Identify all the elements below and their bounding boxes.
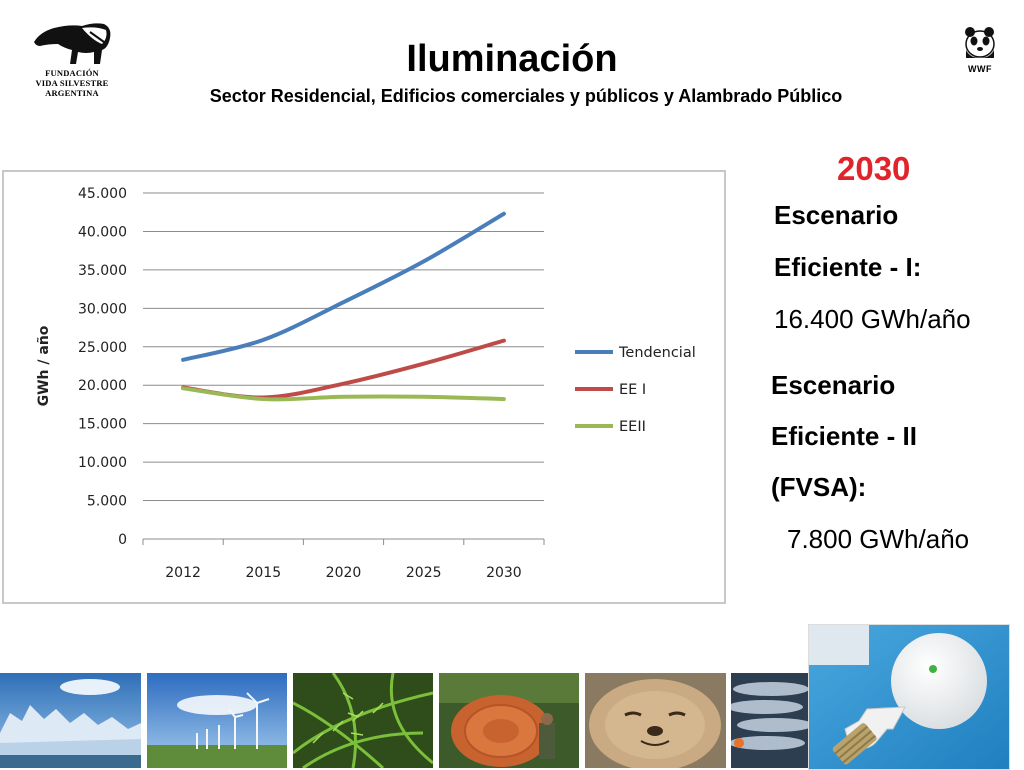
line-chart: 0 5.000 10.000 15.000 20.000 25.000 30.000 35.0… — [2, 170, 726, 604]
wwf-wordmark: WWF — [968, 64, 992, 74]
scenario2-value: 7.800 GWh/año — [787, 524, 970, 554]
glacier-photo — [0, 673, 141, 768]
scenario2-line1: Escenario — [771, 370, 896, 400]
series-line — [181, 386, 506, 402]
x-tick-label: 2020 — [326, 565, 362, 581]
page-subtitle: Sector Residencial, Edificios comerciale… — [209, 86, 843, 106]
legend-label: EEII — [619, 419, 646, 435]
x-tick-label: 2012 — [165, 565, 201, 581]
page-title: Iluminación — [406, 38, 618, 80]
x-tick-label: 2025 — [406, 565, 442, 581]
wwf-logo: WWF — [958, 24, 1002, 74]
seal-photo — [585, 673, 726, 768]
fvsa-logo: FUNDACIÓN VIDA SILVESTRE ARGENTINA — [22, 18, 122, 98]
series-line — [181, 211, 506, 362]
y-tick-label: 20.000 — [78, 378, 127, 394]
panda-icon — [965, 27, 995, 58]
summary-year: 2030 — [837, 150, 911, 187]
scenario1-line2: Eficiente - I: — [774, 252, 922, 282]
fvsa-logo-line: ARGENTINA — [45, 88, 99, 98]
y-tick-label: 30.000 — [78, 301, 127, 317]
x-tick-label: 2030 — [486, 565, 522, 581]
anteater-icon — [34, 23, 111, 64]
scenario1-line1: Escenario — [774, 200, 899, 230]
y-tick-label: 5.000 — [87, 494, 127, 510]
x-tick-label: 2015 — [245, 565, 281, 581]
y-tick-label: 10.000 — [78, 455, 127, 471]
scenario1-value: 16.400 GWh/año — [774, 304, 971, 334]
fvsa-logo-line: VIDA SILVESTRE — [35, 78, 109, 88]
fish-photo — [731, 673, 811, 768]
y-tick-label: 0 — [118, 532, 127, 548]
chart-svg: 0 5.000 10.000 15.000 20.000 25.000 30.000 35.0… — [36, 186, 696, 581]
scenario2-line3: (FVSA): — [771, 472, 867, 502]
y-tick-label: 25.000 — [78, 340, 127, 356]
y-tick-label: 45.000 — [78, 186, 127, 202]
legend-label: Tendencial — [618, 345, 696, 361]
photo-strip — [0, 673, 1024, 768]
y-axis-title: GWh / año — [36, 325, 52, 406]
scenario2-line2: Eficiente - II — [771, 421, 917, 451]
y-tick-label: 35.000 — [78, 263, 127, 279]
y-tick-label: 40.000 — [78, 224, 127, 240]
fvsa-logo-line: FUNDACIÓN — [45, 68, 99, 78]
tree-trunk-photo — [439, 673, 579, 768]
y-tick-label: 15.000 — [78, 417, 127, 433]
led-bulb-photo — [808, 624, 1010, 770]
legend-label: EE I — [619, 382, 646, 398]
fern-photo — [293, 673, 433, 768]
wind-farm-photo — [147, 673, 287, 768]
